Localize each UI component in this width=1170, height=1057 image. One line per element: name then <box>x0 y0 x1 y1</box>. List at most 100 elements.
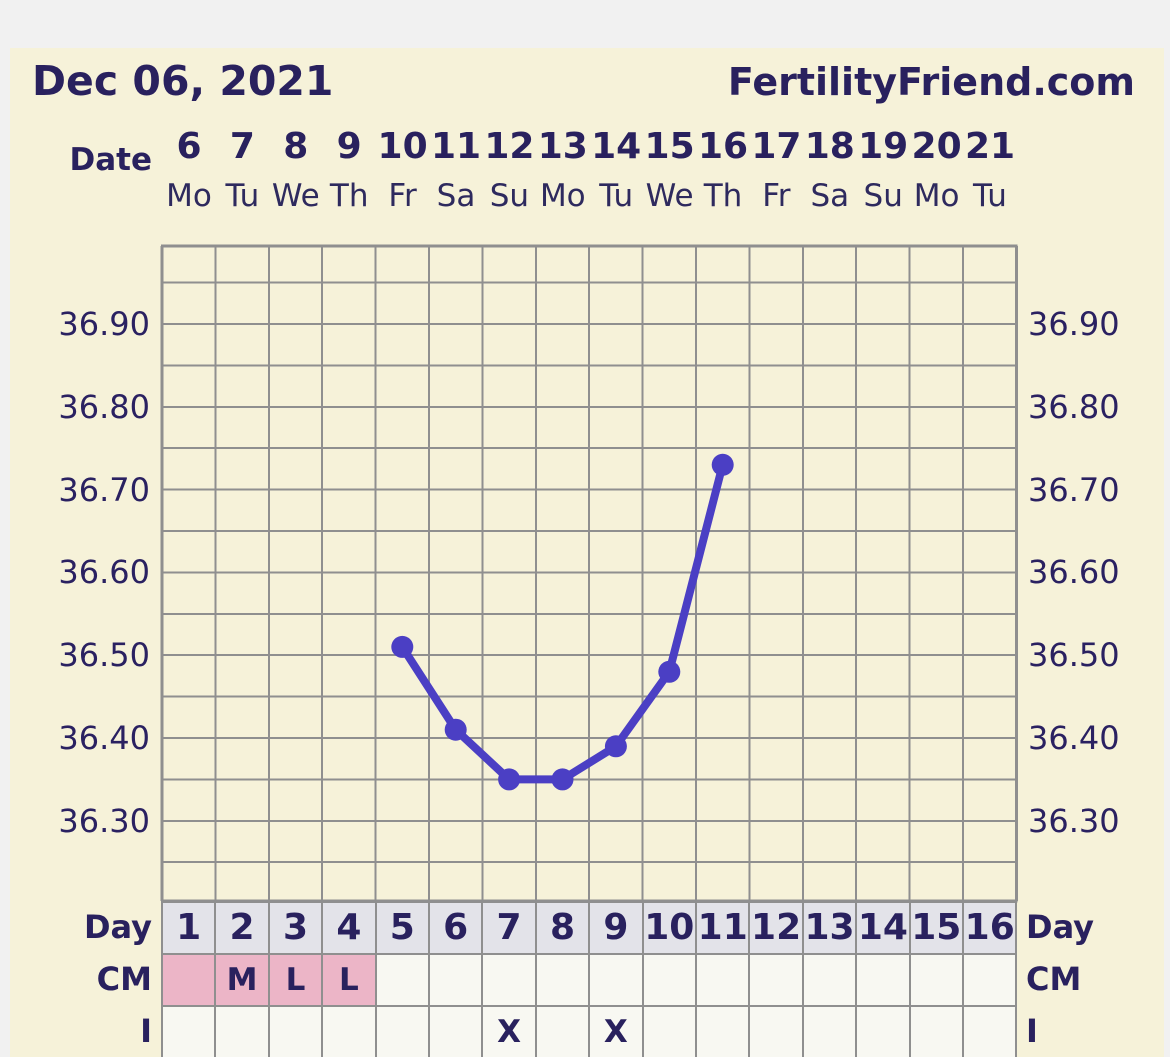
cm-row-label-left: CM <box>96 960 152 998</box>
date-column-6: 6 Mo <box>162 123 216 221</box>
cm-cell-day-13[interactable] <box>801 953 858 1007</box>
date-column-19: 19 Su <box>856 123 910 221</box>
date-number: 10 <box>377 126 428 167</box>
cm-cell-day-2[interactable]: M <box>214 953 270 1007</box>
date-number: 13 <box>537 126 588 167</box>
y-tick-right-36.50: 36.50 <box>1028 636 1120 675</box>
y-tick-left-36.30: 36.30 <box>58 801 150 840</box>
cm-cell-day-7[interactable] <box>481 953 537 1007</box>
cm-cell-day-15[interactable] <box>908 953 964 1007</box>
intercourse-cell-day-11[interactable] <box>695 1005 751 1057</box>
y-tick-right-36.40: 36.40 <box>1028 719 1120 757</box>
cm-cell-day-12[interactable] <box>748 953 804 1007</box>
day-cell-12[interactable]: 12 <box>748 901 804 955</box>
intercourse-cell-day-10[interactable] <box>641 1005 697 1057</box>
cm-cell-day-14[interactable] <box>855 953 911 1007</box>
date-number: 21 <box>964 126 1016 167</box>
date-row-label: Date <box>69 142 153 178</box>
date-column-14: 14 Tu <box>589 123 643 221</box>
intercourse-cell-day-6[interactable] <box>428 1005 484 1057</box>
day-cell-13[interactable]: 13 <box>801 901 858 955</box>
y-tick-right-36.30: 36.30 <box>1028 801 1120 840</box>
day-cell-2[interactable]: 2 <box>214 901 270 955</box>
weekday-label: Sa <box>810 178 850 214</box>
weekday-label: Fr <box>762 178 791 214</box>
intercourse-cell-day-8[interactable] <box>534 1005 591 1057</box>
y-tick-left-36.40: 36.40 <box>58 719 150 757</box>
intercourse-cell-day-14[interactable] <box>855 1005 911 1057</box>
day-cell-3[interactable]: 3 <box>267 901 324 955</box>
cm-row-label-right: CM <box>1026 960 1082 998</box>
date-number: 16 <box>697 126 749 167</box>
cm-cell-day-11[interactable] <box>695 953 751 1007</box>
cm-cell-day-8[interactable] <box>534 953 591 1007</box>
day-cell-5[interactable]: 5 <box>374 901 430 955</box>
date-number: 9 <box>336 126 362 167</box>
day-cell-4[interactable]: 4 <box>321 901 377 955</box>
intercourse-cell-day-5[interactable] <box>374 1005 430 1057</box>
weekday-label: Th <box>329 178 369 214</box>
cm-cell-day-6[interactable] <box>428 953 484 1007</box>
day-cell-1[interactable]: 1 <box>161 901 217 955</box>
weekday-label: Tu <box>225 178 260 214</box>
y-tick-right-36.60: 36.60 <box>1028 553 1120 592</box>
cm-cell-day-5[interactable] <box>374 953 430 1007</box>
date-column-16: 16 Th <box>696 123 750 221</box>
chart-date-title: Dec 06, 2021 <box>32 57 334 105</box>
date-column-11: 11 Sa <box>429 123 483 221</box>
weekday-label: Tu <box>599 178 634 214</box>
cm-cell-day-1[interactable] <box>161 953 217 1007</box>
intercourse-cell-day-1[interactable] <box>161 1005 217 1057</box>
fertilityfriend-site-link[interactable]: FertilityFriend.com <box>727 60 1135 104</box>
weekday-label: Su <box>863 178 903 214</box>
y-tick-left-36.70: 36.70 <box>58 470 150 509</box>
date-number: 8 <box>283 126 309 167</box>
cm-cell-day-16[interactable] <box>962 953 1018 1007</box>
day-cell-9[interactable]: 9 <box>588 901 644 955</box>
day-cell-15[interactable]: 15 <box>908 901 964 955</box>
i-row-label-right: I <box>1026 1012 1038 1050</box>
i-row-label-left: I <box>140 1012 152 1050</box>
intercourse-cell-day-7[interactable]: X <box>481 1005 537 1057</box>
intercourse-cell-day-15[interactable] <box>908 1005 964 1057</box>
date-number: 14 <box>591 126 642 167</box>
day-row-label-right: Day <box>1026 908 1095 946</box>
day-cell-8[interactable]: 8 <box>534 901 591 955</box>
cm-cell-day-9[interactable] <box>588 953 644 1007</box>
y-tick-right-36.70: 36.70 <box>1028 470 1120 509</box>
day-cell-6[interactable]: 6 <box>428 901 484 955</box>
date-number: 19 <box>858 126 909 167</box>
intercourse-cell-day-16[interactable] <box>962 1005 1018 1057</box>
y-tick-right-36.90: 36.90 <box>1028 305 1120 343</box>
date-number: 20 <box>911 126 962 167</box>
day-row-label-left: Day <box>83 908 152 946</box>
intercourse-cell-day-13[interactable] <box>801 1005 858 1057</box>
date-column-18: 18 Sa <box>803 123 857 221</box>
intercourse-cell-day-4[interactable] <box>321 1005 377 1057</box>
y-tick-left-36.60: 36.60 <box>58 553 150 592</box>
weekday-label: Su <box>489 178 530 214</box>
weekday-label: Sa <box>436 178 476 214</box>
date-number: 11 <box>430 126 482 167</box>
weekday-label: Fr <box>388 178 417 214</box>
intercourse-cell-day-2[interactable] <box>214 1005 270 1057</box>
intercourse-cell-day-9[interactable]: X <box>588 1005 644 1057</box>
date-number: 12 <box>484 126 535 167</box>
day-cell-7[interactable]: 7 <box>481 901 537 955</box>
cm-cell-day-3[interactable]: L <box>267 953 324 1007</box>
intercourse-cell-day-3[interactable] <box>267 1005 324 1057</box>
cm-cell-day-4[interactable]: L <box>321 953 377 1007</box>
cm-cell-day-10[interactable] <box>641 953 697 1007</box>
date-column-10: 10 Fr <box>376 123 430 221</box>
date-column-7: 7 Tu <box>215 123 269 221</box>
date-column-8: 8 We <box>269 123 323 221</box>
intercourse-cell-day-12[interactable] <box>748 1005 804 1057</box>
day-cell-16[interactable]: 16 <box>962 901 1018 955</box>
weekday-label: Mo <box>913 178 960 214</box>
weekday-label: Th <box>703 178 743 214</box>
day-cell-10[interactable]: 10 <box>641 901 697 955</box>
y-tick-left-36.50: 36.50 <box>58 636 150 675</box>
day-cell-14[interactable]: 14 <box>855 901 911 955</box>
day-cell-11[interactable]: 11 <box>695 901 751 955</box>
